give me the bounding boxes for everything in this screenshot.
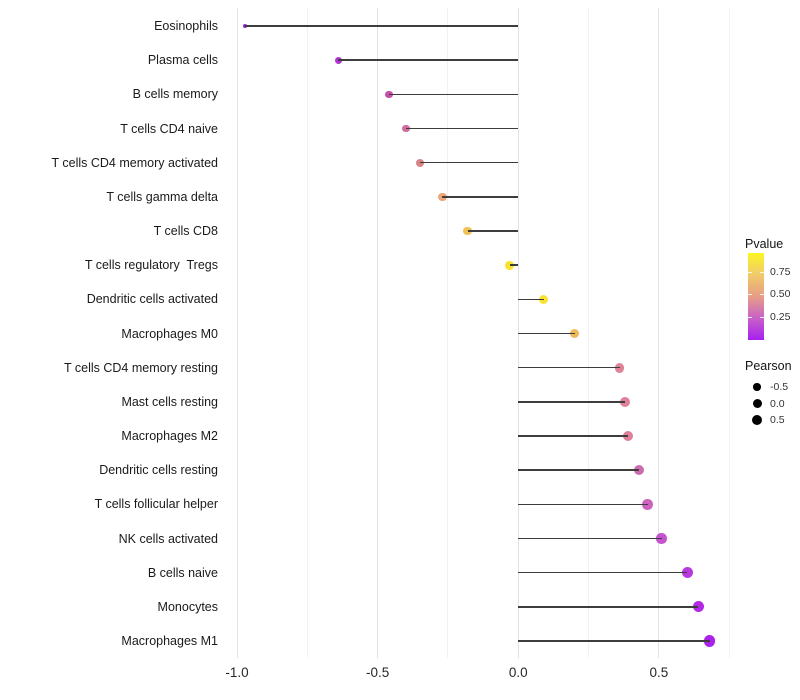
stem-line [245,25,519,27]
row-label: Monocytes [157,599,218,614]
row-label: T cells CD4 memory activated [51,155,219,170]
stem-line [518,401,626,403]
colorbar-tick-mark [748,294,752,295]
x-tick-label: 0.5 [649,665,669,680]
stem-line [388,93,519,96]
stem-line [518,469,640,471]
data-point [634,465,645,476]
colorbar-tick-mark [760,316,764,318]
gridline-major [377,8,379,658]
row-label: Mast cells resting [121,394,218,409]
data-point [539,294,549,304]
row-label: Eosinophils [154,19,218,33]
data-point [569,328,580,339]
gridline-minor [447,8,449,658]
colorbar-tick-label: 0.25 [770,310,791,323]
data-point [415,158,424,167]
gridline-major [658,8,660,658]
stem-line [518,640,710,642]
pvalue-legend-title: Pvalue [745,237,784,251]
pearson-legend-label: 0.5 [770,414,785,426]
colorbar-tick-label: 0.75 [770,265,791,278]
stem-line [518,298,544,301]
data-point [656,533,668,544]
gridline-minor [588,8,590,658]
colorbar-tick-mark [748,316,752,318]
row-label: B cells memory [132,87,218,102]
row-label: T cells CD4 naive [120,121,218,136]
row-label: NK cells activated [118,531,218,546]
data-point [505,260,515,270]
stem-line [518,366,620,369]
pearson-legend-dot [751,414,763,426]
x-tick-label: 0.0 [508,665,528,680]
stem-line [442,196,519,198]
row-label: T cells gamma delta [106,189,218,204]
stem-line [518,571,688,574]
pearson-legend-dot [752,399,762,408]
row-label: T cells CD8 [153,224,218,239]
colorbar-tick-mark [748,271,752,273]
stem-line [518,537,662,540]
data-point [703,635,716,647]
row-label: Dendritic cells resting [99,463,218,478]
x-tick-label: -0.5 [366,665,390,680]
colorbar-tick-mark [760,294,764,295]
gridline-minor [728,8,730,658]
stem-line [419,161,519,164]
colorbar-tick-mark [760,271,764,273]
pearson-legend-label: 0.0 [770,397,785,410]
stem-line [518,332,575,335]
x-tick-label: -1.0 [225,665,249,680]
gridline-minor [306,8,308,658]
pearson-legend-label: -0.5 [770,381,789,393]
stem-line [518,503,648,506]
data-point [438,192,447,202]
stem-line [518,435,628,437]
row-label: T cells CD4 memory resting [64,360,218,375]
row-label: Macrophages M2 [121,429,218,444]
stem-line [518,606,699,608]
stem-line [405,127,519,130]
row-label: Dendritic cells activated [86,292,218,307]
gridline-major [236,8,238,658]
stem-line [509,264,519,266]
row-label: Macrophages M1 [121,634,218,649]
stem-line [467,230,519,232]
data-point [623,431,633,442]
pvalue-colorbar [748,253,764,340]
pearson-legend-dot [753,383,761,391]
colorbar-tick-label: 0.50 [770,288,791,300]
row-label: Plasma cells [147,53,218,68]
stem-line [338,59,519,61]
pearson-legend-title: Pearson [745,359,792,373]
data-point [681,567,693,579]
row-label: T cells regulatory Tregs [84,258,218,273]
row-label: B cells naive [147,565,218,580]
row-label: Macrophages M0 [121,326,218,341]
row-label: T cells follicular helper [94,497,218,512]
